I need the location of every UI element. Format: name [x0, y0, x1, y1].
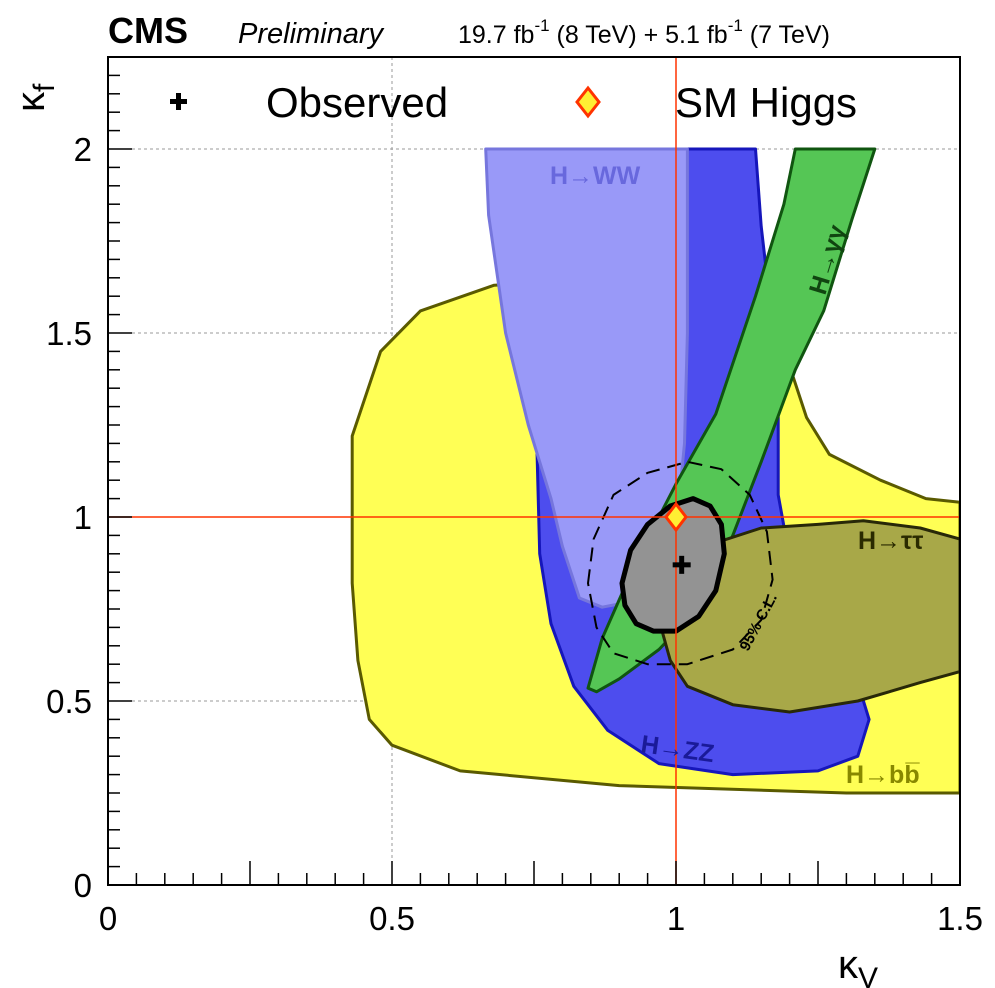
- region-4: [648, 519, 960, 714]
- legend-observed-marker: [170, 93, 187, 110]
- experiment-label: CMS: [108, 10, 188, 51]
- legend-sm-marker: [575, 85, 601, 119]
- label-ww: H→WW: [550, 162, 641, 190]
- x-tick-label-2: 1: [667, 900, 685, 937]
- observed-marker-v: [679, 555, 685, 574]
- y-axis-label: κf: [9, 83, 61, 112]
- x-tick-label-0: 0: [99, 900, 117, 937]
- contour-regions: [350, 147, 960, 795]
- legend-observed-label: Observed: [266, 79, 448, 126]
- label-bb: H→bb̅: [846, 761, 921, 789]
- legend-sm-label: SM Higgs: [675, 79, 857, 126]
- lumi-7tev-exp: -1: [728, 16, 743, 35]
- sm-higgs-marker: [664, 501, 688, 533]
- axis-ticks: [107, 56, 961, 886]
- x-axis-label-sub: V: [858, 962, 878, 988]
- sm-reference-lines: [108, 57, 960, 885]
- x-axis-label-kappa: κ: [838, 943, 859, 987]
- lumi-8tev-energy: (8 TeV) + 5.1 fb: [550, 21, 728, 49]
- y-axis-label-sub: f: [28, 83, 61, 92]
- y-tick-label-0: 0: [74, 867, 92, 904]
- lumi-8tev: 19.7 fb: [458, 21, 534, 49]
- y-axis-label-kappa: κ: [9, 91, 53, 112]
- status-label: Preliminary: [238, 18, 385, 50]
- luminosity-label: 19.7 fb-1 (8 TeV) + 5.1 fb-1 (7 TeV): [458, 16, 830, 49]
- lumi-7tev-energy: (7 TeV): [743, 21, 830, 49]
- y-tick-label-1: 0.5: [46, 683, 92, 720]
- x-tick-label-1: 0.5: [369, 900, 415, 937]
- markers: [664, 501, 691, 574]
- lumi-8tev-exp: -1: [534, 16, 549, 35]
- tick-labels: 0 0.5 1 1.5 0 0.5 1 1.5 2: [46, 131, 983, 937]
- y-tick-label-4: 2: [74, 131, 92, 168]
- y-tick-label-3: 1.5: [46, 315, 92, 352]
- x-tick-label-3: 1.5: [937, 900, 983, 937]
- label-tt: H→ττ: [858, 527, 923, 555]
- y-tick-label-2: 1: [74, 499, 92, 536]
- legend: Observed SM Higgs: [170, 79, 857, 126]
- x-axis-label: κV: [838, 943, 878, 988]
- region-6: [587, 460, 774, 666]
